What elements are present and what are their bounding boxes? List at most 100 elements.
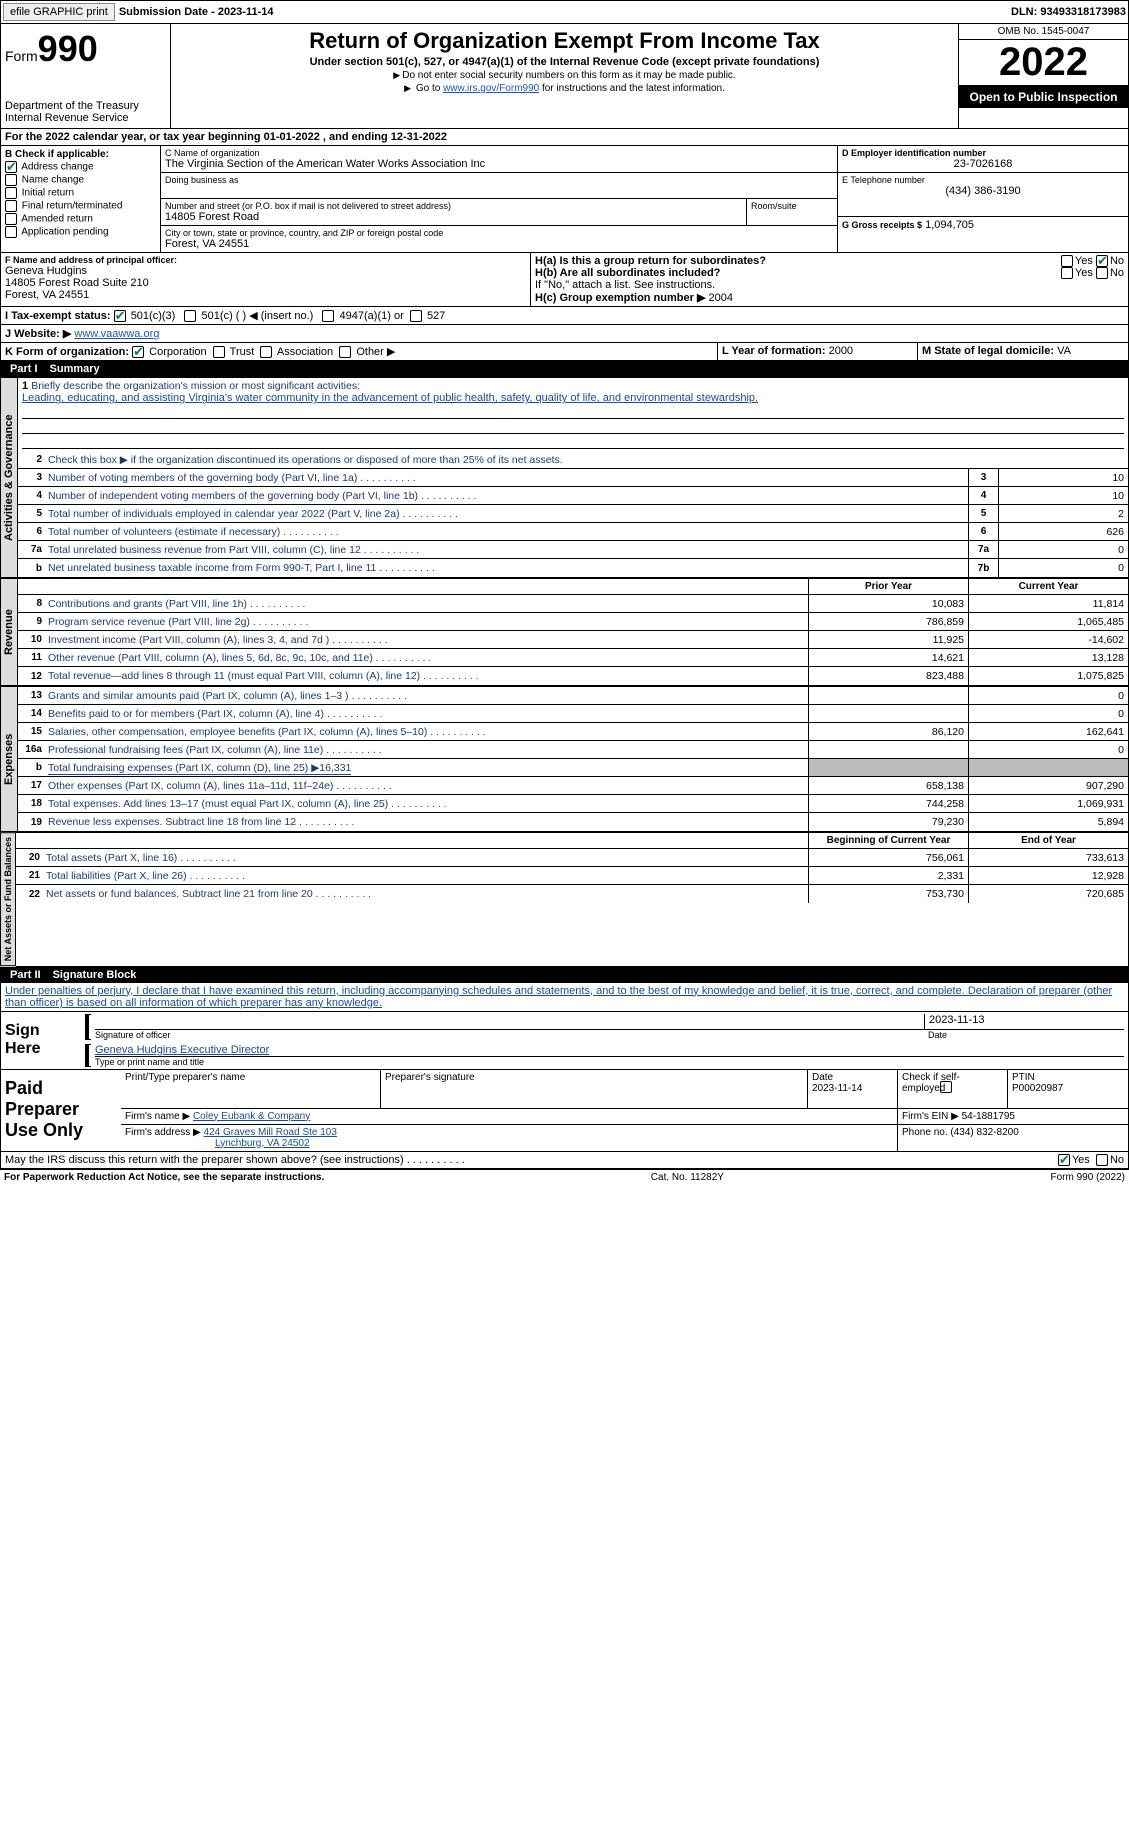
public-inspection: Open to Public Inspection [959,86,1128,108]
form-number: 990 [38,28,98,69]
officer-signature-name: Geneva Hudgins Executive Director [95,1044,1124,1057]
4947-checkbox[interactable] [322,310,334,322]
527-checkbox[interactable] [410,310,422,322]
form-label: Form [5,48,38,64]
org-name-label: C Name of organization [165,148,833,158]
tab-expenses: Expenses [0,686,18,832]
hb-yes-checkbox[interactable] [1061,267,1073,279]
sectb-checkbox-4[interactable] [5,213,17,225]
line-15-prior: 86,120 [808,723,968,740]
irs-label: Internal Revenue Service [5,112,166,124]
firm-name: Coley Eubank & Company [193,1111,310,1122]
phone-label: E Telephone number [842,175,1124,185]
line-14-current: 0 [968,705,1128,722]
firm-addr1: 424 Graves Mill Road Ste 103 [204,1127,337,1138]
city-label: City or town, state or province, country… [165,228,833,238]
line-13-current: 0 [968,687,1128,704]
sectb-checkbox-2[interactable] [5,187,17,199]
dba-label: Doing business as [165,175,833,185]
line-15-current: 162,641 [968,723,1128,740]
line-18-prior: 744,258 [808,795,968,812]
omb-number: OMB No. 1545-0047 [959,24,1128,40]
line-17-current: 907,290 [968,777,1128,794]
officer-addr2: Forest, VA 24551 [5,289,526,301]
line-9-prior: 786,859 [808,613,968,630]
mission-text: Leading, educating, and assisting Virgin… [22,392,758,404]
street-label: Number and street (or P.O. box if mail i… [165,201,742,211]
line-8-prior: 10,083 [808,595,968,612]
tab-net-assets: Net Assets or Fund Balances [0,832,16,966]
ha-no-checkbox[interactable] [1096,255,1108,267]
year-formation: 2000 [829,345,853,357]
top-bar: efile GRAPHIC print Submission Date - 20… [0,0,1129,24]
assoc-checkbox[interactable] [260,346,272,358]
line-18-current: 1,069,931 [968,795,1128,812]
hb-note: If "No," attach a list. See instructions… [535,279,1124,291]
discuss-yes-checkbox[interactable] [1058,1154,1070,1166]
sectb-checkbox-0[interactable] [5,161,17,173]
501c3-checkbox[interactable] [114,310,126,322]
tab-revenue: Revenue [0,578,18,686]
sectb-checkbox-1[interactable] [5,174,17,186]
irs-link[interactable]: www.irs.gov/Form990 [443,83,539,94]
part2-header: Part II Signature Block [0,967,1129,983]
self-employed-checkbox[interactable] [940,1081,952,1093]
dept-treasury: Department of the Treasury [5,100,166,112]
line-16a-prior [808,741,968,758]
line-10-current: -14,602 [968,631,1128,648]
ha-yes-checkbox[interactable] [1061,255,1073,267]
officer-label: F Name and address of principal officer: [5,255,526,265]
sectb-checkbox-3[interactable] [5,200,17,212]
line-16a-current: 0 [968,741,1128,758]
other-checkbox[interactable] [339,346,351,358]
corp-checkbox[interactable] [132,346,144,358]
501c-checkbox[interactable] [184,310,196,322]
sign-date: 2023-11-13 [924,1014,1124,1029]
line-9-current: 1,065,485 [968,613,1128,630]
gross-receipts-label: G Gross receipts $ [842,220,922,230]
org-name: The Virginia Section of the American Wat… [165,158,833,170]
period-line: For the 2022 calendar year, or tax year … [1,129,451,145]
tax-year: 2022 [959,40,1128,86]
note-goto: Go to www.irs.gov/Form990 for instructio… [175,83,954,94]
line-3-value: 10 [998,469,1128,486]
line-17-prior: 658,138 [808,777,968,794]
dln-number: DLN: 93493318173983 [1011,6,1126,18]
line-10-prior: 11,925 [808,631,968,648]
ptin-value: P00020987 [1012,1083,1124,1094]
sign-here-block: Sign Here 2023-11-13 Signature of office… [0,1012,1129,1070]
firm-ein: 54-1881795 [962,1111,1015,1122]
line-14-prior [808,705,968,722]
line-11-prior: 14,621 [808,649,968,666]
discuss-no-checkbox[interactable] [1096,1154,1108,1166]
line-12-prior: 823,488 [808,667,968,685]
group-exemption: 2004 [708,292,732,304]
ein-label: D Employer identification number [842,148,1124,158]
form-header: Form990 Department of the Treasury Inter… [0,24,1129,129]
page-footer: For Paperwork Reduction Act Notice, see … [0,1169,1129,1185]
street-address: 14805 Forest Road [165,211,742,223]
line-8-current: 11,814 [968,595,1128,612]
trust-checkbox[interactable] [213,346,225,358]
line-5-value: 2 [998,505,1128,522]
hb-no-checkbox[interactable] [1096,267,1108,279]
gross-receipts-value: 1,094,705 [925,219,974,231]
line-7a-value: 0 [998,541,1128,558]
officer-name: Geneva Hudgins [5,265,526,277]
line-20-prior: 756,061 [808,849,968,866]
line-6-value: 626 [998,523,1128,540]
state-domicile: VA [1057,345,1071,357]
city-state-zip: Forest, VA 24551 [165,238,833,250]
discuss-row: May the IRS discuss this return with the… [0,1152,1129,1169]
line-19-current: 5,894 [968,813,1128,831]
section-b: B Check if applicable: Address change Na… [1,146,161,252]
efile-print-button[interactable]: efile GRAPHIC print [3,3,115,21]
org-info-block: B Check if applicable: Address change Na… [0,146,1129,253]
line-19-prior: 79,230 [808,813,968,831]
line-22-prior: 753,730 [808,885,968,903]
sectb-checkbox-5[interactable] [5,226,17,238]
line-22-current: 720,685 [968,885,1128,903]
room-label: Room/suite [751,201,833,211]
website-link[interactable]: www.vaawwa.org [74,328,159,340]
note-ssn: Do not enter social security numbers on … [175,70,954,81]
